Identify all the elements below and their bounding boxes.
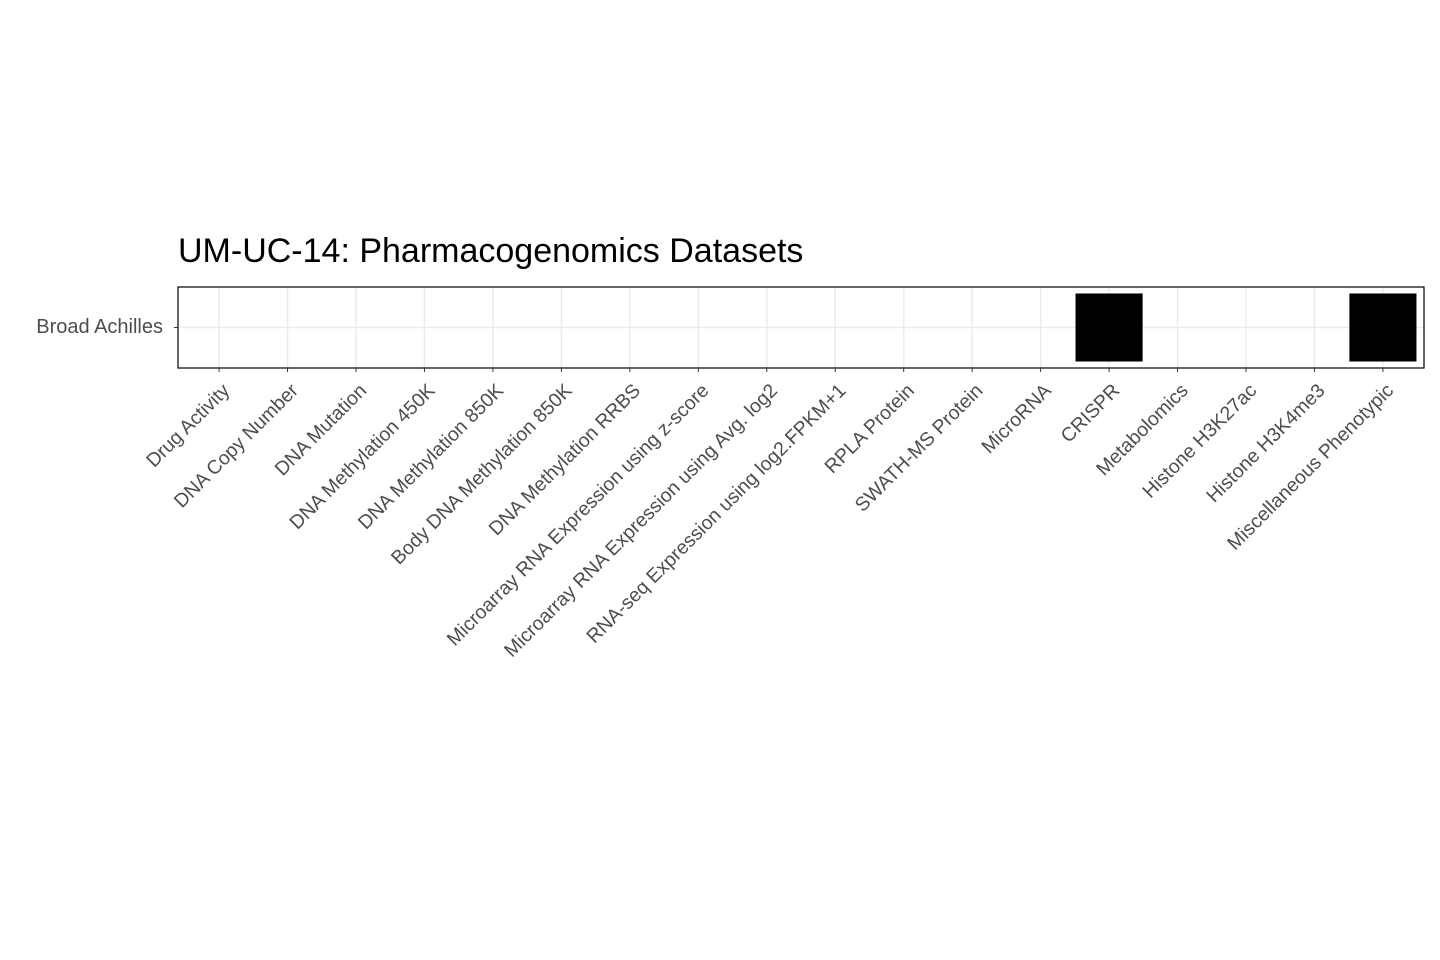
y-tick-label: Broad Achilles <box>36 316 163 338</box>
tile <box>254 293 321 361</box>
tile <box>1349 293 1417 362</box>
tile <box>391 293 458 361</box>
tile <box>459 293 526 361</box>
tile <box>1144 293 1211 361</box>
tile <box>596 293 663 361</box>
tile <box>1281 293 1348 361</box>
tile <box>939 293 1006 361</box>
tile <box>1007 293 1074 361</box>
tile <box>1075 293 1143 362</box>
tile <box>802 293 869 361</box>
tile <box>870 293 937 361</box>
tile <box>186 293 253 361</box>
tile <box>733 293 800 361</box>
tile <box>528 293 595 361</box>
tile <box>665 293 732 361</box>
tile <box>1212 293 1279 361</box>
tile <box>322 293 389 361</box>
chart-title: UM-UC-14: Pharmacogenomics Datasets <box>178 232 803 270</box>
